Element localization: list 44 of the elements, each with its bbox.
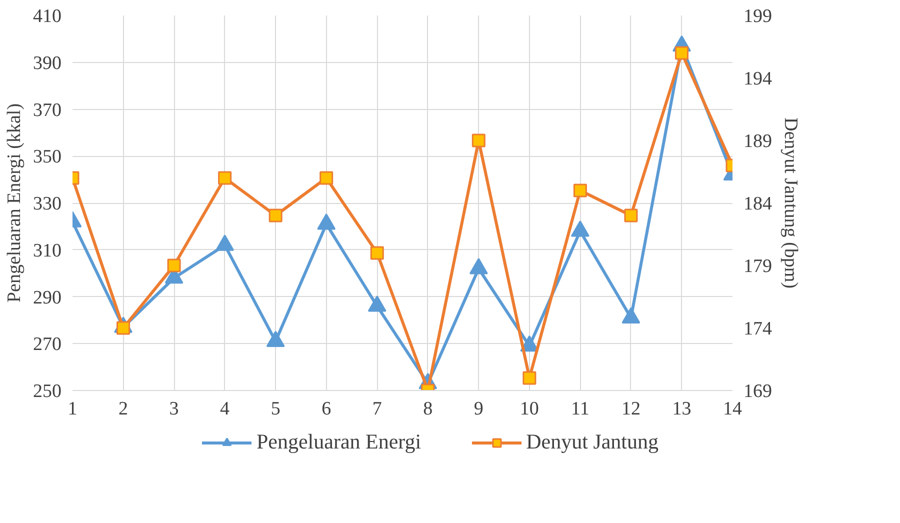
x-tick-label: 9	[474, 398, 484, 420]
y2-tick-label: 189	[744, 131, 772, 152]
x-tick-label: 12	[621, 398, 640, 420]
x-tick-label: 8	[423, 398, 433, 420]
y2-axis-title: Denyut Jantung (bpm)	[780, 118, 801, 288]
y2-tick-label: 184	[744, 194, 772, 214]
x-tick-label: 11	[571, 398, 590, 420]
y-tick-label: 370	[33, 100, 62, 121]
y-tick-label: 290	[33, 287, 62, 308]
x-tick-label: 3	[169, 398, 179, 420]
x-tick-label: 6	[322, 398, 332, 420]
point	[674, 46, 688, 60]
x-tick-label: 4	[220, 398, 230, 420]
y2-tick-label: 174	[744, 318, 772, 340]
point	[472, 134, 486, 148]
x-tick-label: 10	[520, 398, 539, 420]
y-tick-label: 390	[33, 52, 62, 74]
point	[167, 258, 181, 272]
y-tick-label: 270	[33, 334, 62, 356]
point	[624, 208, 638, 222]
legend-label: Denyut Jantung	[526, 430, 659, 454]
point	[370, 246, 384, 260]
x-tick-label: 1	[68, 398, 78, 420]
point	[573, 184, 587, 198]
point	[522, 371, 536, 385]
y-tick-label: 410	[33, 6, 62, 27]
x-tick-label: 5	[270, 398, 280, 420]
y2-tick-label: 179	[744, 256, 772, 277]
y2-tick-label: 199	[744, 6, 772, 27]
x-tick-label: 2	[118, 398, 128, 420]
y-tick-label: 330	[33, 194, 62, 214]
point	[268, 208, 282, 222]
y-tick-label: 250	[33, 381, 62, 402]
x-tick-label: 14	[723, 398, 742, 420]
y2-tick-label: 194	[744, 68, 772, 90]
y-axis-title: Pengeluaran Energi (kkal)	[4, 103, 25, 303]
x-tick-label: 7	[372, 398, 382, 420]
point	[218, 171, 232, 185]
point	[320, 171, 334, 185]
legend-label: Pengeluaran Energi	[256, 430, 422, 454]
x-tick-label: 13	[672, 398, 692, 420]
y-tick-label: 350	[33, 146, 62, 168]
y-tick-label: 310	[33, 240, 62, 262]
y2-tick-label: 169	[744, 381, 772, 402]
